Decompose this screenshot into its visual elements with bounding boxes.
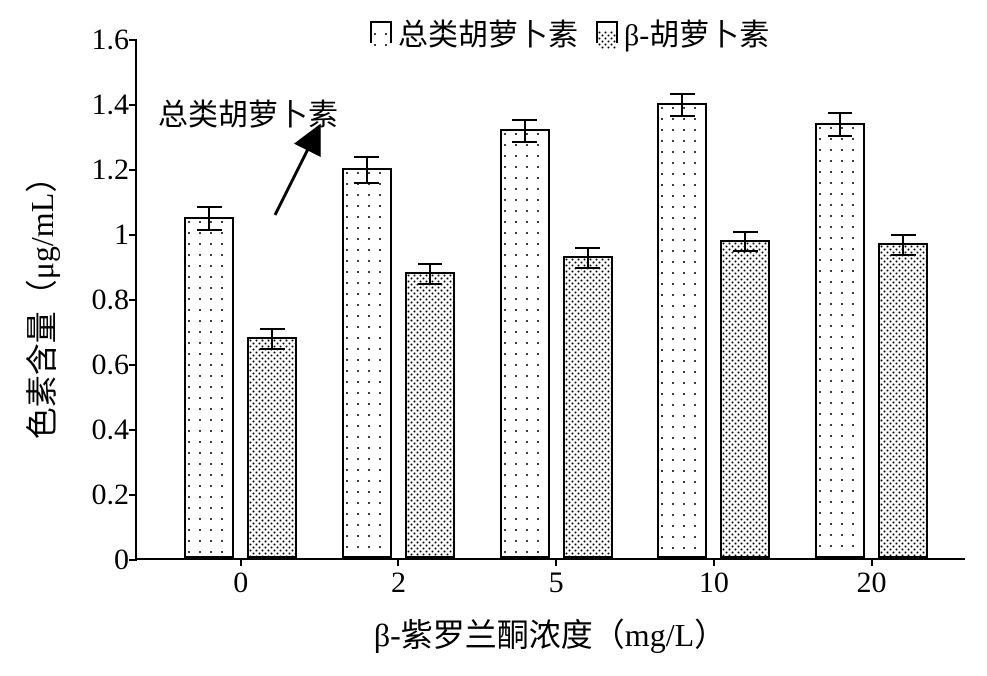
- errorbar-cap: [418, 263, 443, 265]
- errorbar-stem: [587, 248, 589, 268]
- chart-container: 总类胡萝卜素β-胡萝卜素 00.20.40.60.811.21.41.60251…: [0, 0, 987, 676]
- x-tick-mark: [871, 558, 873, 566]
- bar-fill: [722, 242, 768, 557]
- bar-beta: [878, 243, 928, 558]
- bar-total: [500, 129, 550, 558]
- x-tick-mark: [713, 558, 715, 566]
- errorbar-cap: [670, 93, 695, 95]
- annotation-arrow: [255, 125, 330, 235]
- bar-beta: [720, 240, 770, 559]
- y-tick-mark: [129, 559, 137, 561]
- bar-beta: [247, 337, 297, 558]
- errorbar-cap: [891, 254, 916, 256]
- errorbar-cap: [354, 156, 379, 158]
- errorbar-cap: [418, 283, 443, 285]
- errorbar-stem: [271, 329, 273, 349]
- errorbar-cap: [733, 250, 758, 252]
- errorbar-cap: [575, 247, 600, 249]
- bar-total: [184, 217, 234, 558]
- errorbar-stem: [839, 113, 841, 136]
- errorbar-cap: [670, 115, 695, 117]
- bar-fill: [880, 245, 926, 556]
- errorbar-stem: [208, 207, 210, 230]
- bar-fill: [565, 258, 611, 556]
- bar-fill: [817, 125, 863, 557]
- y-tick-mark: [129, 494, 137, 496]
- x-axis-label: β-紫罗兰酮浓度（mg/L）: [374, 610, 726, 656]
- y-axis-label: 色素含量（μg/mL）: [17, 161, 63, 440]
- errorbar-cap: [575, 267, 600, 269]
- y-tick-mark: [129, 364, 137, 366]
- y-tick-mark: [129, 429, 137, 431]
- errorbar-cap: [828, 135, 853, 137]
- bar-fill: [659, 105, 705, 556]
- errorbar-cap: [512, 119, 537, 121]
- x-tick-mark: [240, 558, 242, 566]
- y-tick-mark: [129, 234, 137, 236]
- bar-total: [815, 123, 865, 559]
- bar-fill: [186, 219, 232, 556]
- errorbar-cap: [197, 229, 222, 231]
- y-tick-mark: [129, 299, 137, 301]
- errorbar-stem: [429, 264, 431, 284]
- errorbar-stem: [524, 120, 526, 143]
- x-tick-mark: [397, 558, 399, 566]
- errorbar-stem: [902, 235, 904, 255]
- errorbar-cap: [197, 206, 222, 208]
- bar-total: [657, 103, 707, 558]
- y-tick-mark: [129, 104, 137, 106]
- x-tick-mark: [555, 558, 557, 566]
- errorbar-cap: [891, 234, 916, 236]
- errorbar-stem: [681, 94, 683, 117]
- errorbar-cap: [260, 348, 285, 350]
- bar-fill: [407, 274, 453, 556]
- y-tick-mark: [129, 39, 137, 41]
- errorbar-cap: [512, 141, 537, 143]
- bar-fill: [249, 339, 295, 556]
- bar-fill: [502, 131, 548, 556]
- bar-beta: [563, 256, 613, 558]
- errorbar-cap: [260, 328, 285, 330]
- bar-beta: [405, 272, 455, 558]
- errorbar-cap: [354, 182, 379, 184]
- errorbar-cap: [828, 112, 853, 114]
- errorbar-stem: [744, 232, 746, 252]
- y-tick-mark: [129, 169, 137, 171]
- bar-total: [342, 168, 392, 558]
- errorbar-cap: [733, 231, 758, 233]
- bar-fill: [344, 170, 390, 556]
- errorbar-stem: [366, 157, 368, 183]
